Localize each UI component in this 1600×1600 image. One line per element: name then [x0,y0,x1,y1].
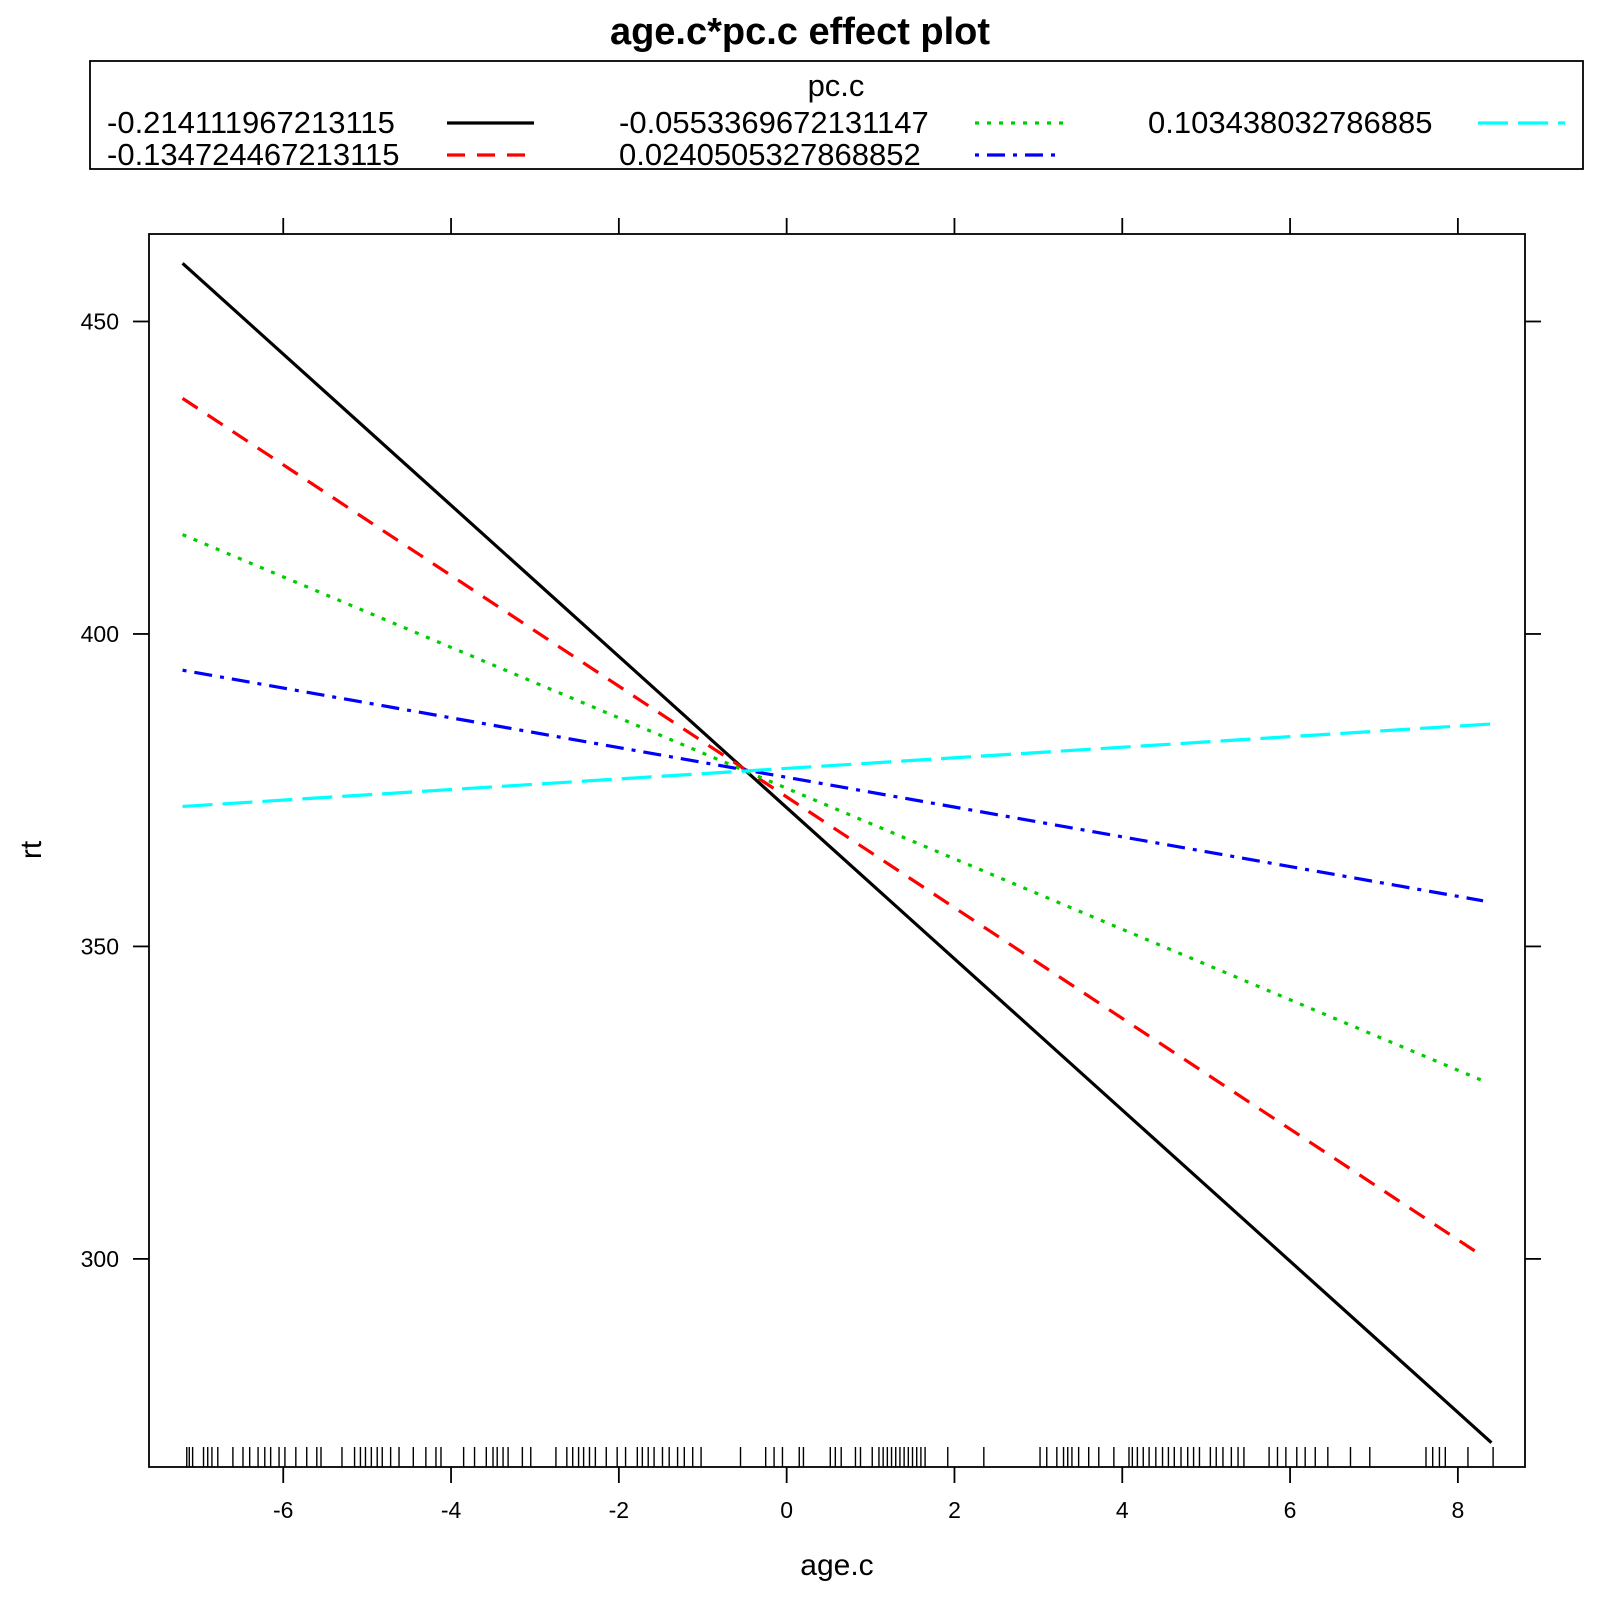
x-tick-label: 4 [1116,1497,1129,1523]
x-axis-label: age.c [800,1549,873,1582]
x-tick-label: -6 [273,1497,293,1523]
series-line [182,668,1484,903]
y-axis-label: rt [15,840,48,859]
y-tick-label: 400 [81,621,119,647]
legend-entry-label: 0.103438032786885 [1148,105,1432,140]
y-tick-label: 300 [81,1246,119,1272]
series-line [181,533,1484,1083]
rug [186,1447,1494,1467]
y-axis: 300 350 400 450 [81,308,1541,1272]
legend-entry-label: -0.214111967213115 [107,105,395,140]
x-tick-label: 8 [1451,1497,1464,1523]
plot-frame [148,233,1526,1468]
series-line [182,722,1492,809]
legend-entry-label: -0.134724467213115 [107,137,400,172]
y-tick-label: 450 [81,308,119,334]
x-tick-label: -2 [609,1497,629,1523]
legend-entries: -0.214111967213115-0.134724467213115 -0.0… [107,105,1565,172]
legend-entry-label: 0.0240505327868852 [619,137,921,172]
series-line [181,262,1493,1444]
legend-title: pc.c [808,68,865,103]
x-tick-label: 6 [1284,1497,1297,1523]
plot-panel: 300 350 400 450 -6 -4 -2 0 2 4 6 8 [81,218,1541,1523]
legend: pc.c -0.214111967213115-0.13472446721311… [89,60,1584,172]
series-lines [181,262,1493,1444]
chart-title: age.c*pc.c effect plot [610,11,990,53]
y-tick-label: 350 [81,933,119,959]
x-tick-label: 0 [780,1497,793,1523]
x-tick-label: -4 [441,1497,462,1523]
legend-entry-label: -0.0553369672131147 [619,105,929,140]
series-line [181,397,1484,1258]
x-tick-label: 2 [948,1497,961,1523]
legend-box [89,60,1584,170]
x-axis: -6 -4 -2 0 2 4 6 8 [273,218,1464,1523]
